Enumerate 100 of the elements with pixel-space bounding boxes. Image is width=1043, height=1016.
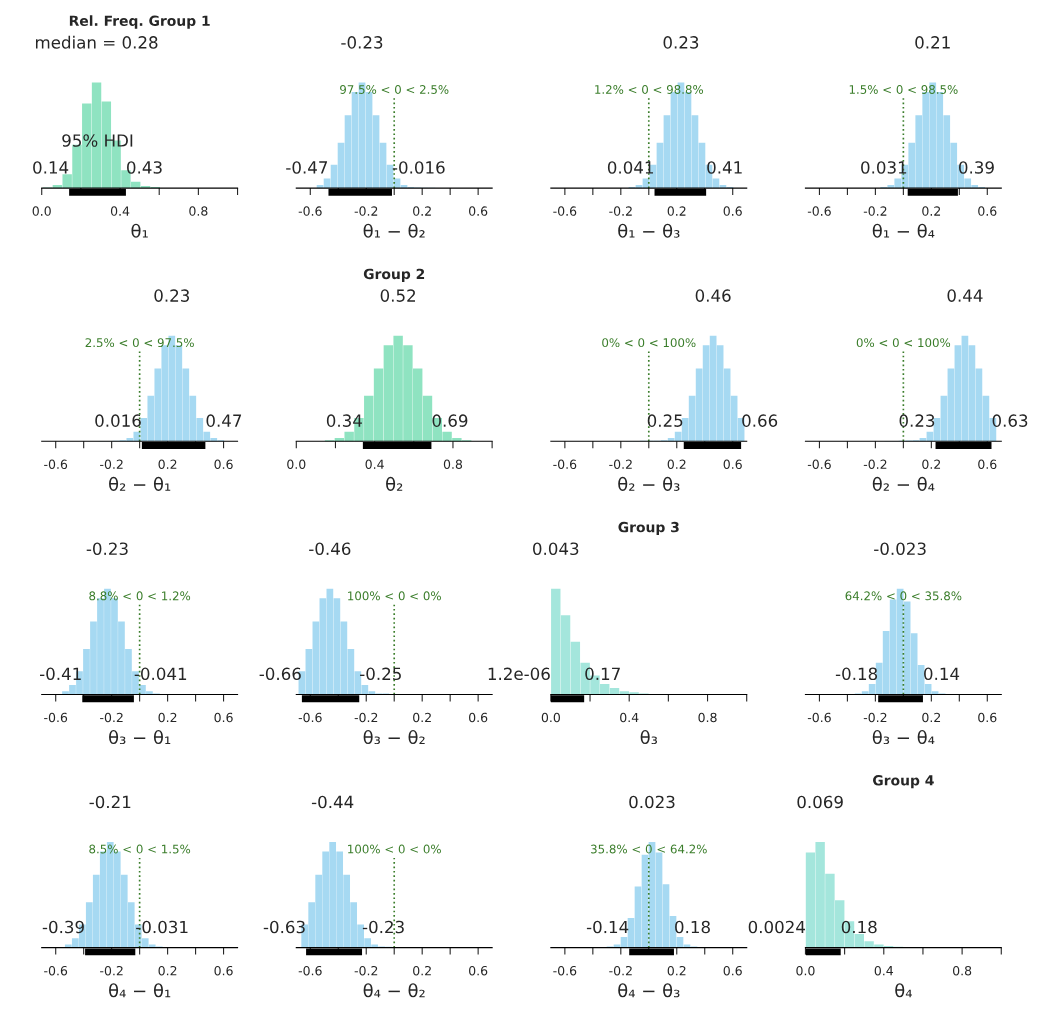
x-tick-label: -0.2 [354, 206, 378, 216]
x-tick-label: 0.2 [922, 459, 941, 469]
x-tick-label: -0.2 [354, 965, 378, 976]
x-axis-title: θ₃ − θ₁ [109, 730, 171, 745]
ref-line-label: 2.5% < 0 < 97.5% [85, 338, 194, 348]
x-tick-label: -0.6 [298, 712, 322, 723]
ref-line-label: 100% < 0 < 0% [348, 844, 441, 854]
annotation: 0.023 [629, 795, 675, 809]
x-axis-title: θ₃ − θ₄ [872, 730, 935, 745]
ref-line-label: 8.5% < 0 < 1.5% [89, 844, 191, 854]
annotation: -0.25 [360, 667, 401, 681]
x-tick-label: 0.4 [365, 459, 384, 469]
annotation: -0.14 [586, 920, 629, 934]
x-tick-label: 0.6 [214, 459, 233, 469]
annotation: 0.52 [380, 289, 416, 302]
annotation: 0.23 [899, 414, 935, 427]
ref-line-label: 1.5% < 0 < 98.5% [849, 84, 958, 94]
x-tick-label: -0.2 [863, 206, 887, 216]
annotation: -0.18 [835, 667, 878, 681]
ref-line-label: 8.8% < 0 < 1.2% [89, 591, 191, 601]
x-tick-label: 0.0 [796, 965, 815, 976]
x-tick-label: 0.4 [110, 206, 130, 216]
annotation: 0.041 [607, 161, 653, 174]
x-axis-title: θ₁ [131, 223, 148, 238]
x-tick-label: 0.2 [922, 712, 941, 723]
x-tick-label: -0.2 [609, 965, 632, 976]
x-tick-label: 0.2 [158, 459, 177, 469]
x-tick-label: 0.6 [469, 965, 488, 976]
annotation: -0.23 [86, 542, 128, 556]
annotation: 0.69 [432, 414, 468, 427]
x-tick-label: -0.2 [100, 459, 123, 469]
chart-title: Rel. Freq. Group 1 [69, 15, 210, 29]
annotation: 0.14 [924, 667, 960, 681]
x-tick-label: 0.2 [667, 206, 686, 216]
annotation: 0.34 [326, 414, 362, 427]
annotation: 0.016 [95, 414, 141, 427]
annotation: -0.66 [259, 667, 301, 681]
ref-line-label: 0% < 0 < 100% [602, 338, 696, 348]
x-tick-label: 0.2 [158, 712, 177, 723]
annotation: 0.18 [841, 920, 877, 934]
chart-title: Group 2 [363, 268, 425, 282]
x-tick-label: -0.6 [298, 965, 322, 976]
x-tick-label: -0.6 [807, 712, 831, 723]
x-axis-title: θ₄ [895, 983, 912, 998]
annotation: -0.21 [89, 795, 131, 809]
x-tick-label: -0.6 [807, 206, 831, 216]
annotation: -0.23 [362, 920, 404, 934]
annotation: 1.2e-06 [488, 667, 550, 681]
x-tick-label: 0.2 [922, 206, 941, 216]
x-tick-label: -0.6 [44, 965, 68, 976]
annotation: 0.0024 [748, 920, 805, 934]
ref-line-label: 100% < 0 < 0% [348, 591, 441, 601]
x-tick-label: -0.2 [609, 459, 632, 469]
ref-line-label: 35.8% < 0 < 64.2% [591, 844, 707, 854]
x-axis-title: θ₂ − θ₃ [618, 476, 680, 491]
ref-line-label: 97.5% < 0 < 2.5% [340, 84, 449, 94]
annotation: 0.46 [695, 289, 731, 302]
x-tick-label: -0.6 [44, 459, 68, 469]
x-tick-label: 0.0 [287, 459, 306, 469]
x-axis-title: θ₄ − θ₃ [618, 983, 680, 998]
x-axis-title: θ₄ − θ₁ [109, 983, 171, 998]
x-tick-label: 0.6 [723, 206, 742, 216]
x-axis-title: θ₁ − θ₄ [872, 223, 935, 238]
x-tick-label: -0.2 [609, 206, 632, 216]
x-tick-label: 0.6 [469, 712, 488, 723]
annotation: -0.41 [39, 667, 81, 681]
annotation: -0.46 [309, 542, 351, 556]
annotation: -0.23 [341, 36, 383, 49]
annotation: 0.63 [992, 414, 1028, 427]
annotation: 0.14 [33, 161, 69, 174]
ref-line-label: 1.2% < 0 < 98.8% [595, 84, 704, 94]
x-tick-label: 0.8 [189, 206, 208, 216]
annotation: 0.66 [742, 414, 778, 427]
annotation: -0.39 [42, 920, 84, 934]
annotation: 0.069 [797, 795, 843, 809]
x-tick-label: -0.2 [100, 712, 123, 723]
x-tick-label: -0.6 [553, 965, 577, 976]
annotation: -0.63 [263, 920, 305, 934]
x-tick-label: 0.8 [953, 965, 972, 976]
annotation: 0.43 [127, 161, 162, 174]
annotation: 0.23 [154, 289, 190, 302]
x-tick-label: 0.2 [413, 206, 431, 216]
x-tick-label: -0.2 [863, 712, 887, 723]
chart-title: Group 4 [873, 775, 934, 789]
annotation: 0.18 [675, 920, 710, 934]
x-tick-label: 0.6 [978, 206, 997, 216]
x-axis-title: θ₁ − θ₃ [618, 223, 680, 238]
ref-line-label: 0% < 0 < 100% [856, 338, 951, 348]
x-tick-label: -0.2 [354, 712, 378, 723]
annotation: -0.023 [874, 542, 926, 556]
x-tick-label: 0.2 [413, 965, 431, 976]
x-tick-label: 0.6 [723, 965, 742, 976]
x-tick-label: 0.0 [32, 206, 51, 216]
x-tick-label: 0.0 [541, 712, 560, 723]
x-tick-label: 0.6 [723, 459, 742, 469]
chart-title: Group 3 [618, 521, 679, 536]
x-axis-title: θ₂ − θ₁ [109, 476, 171, 491]
x-tick-label: -0.6 [298, 206, 322, 216]
annotation: -0.031 [136, 920, 188, 934]
x-tick-label: -0.6 [807, 459, 831, 469]
